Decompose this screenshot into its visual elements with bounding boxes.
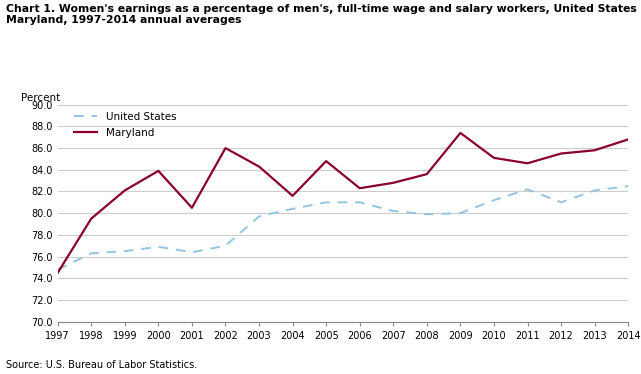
Maryland [524, 161, 531, 166]
United States [188, 250, 196, 254]
Maryland [121, 188, 129, 193]
Maryland [456, 131, 464, 135]
United States [222, 243, 229, 248]
Maryland [356, 186, 363, 190]
Maryland [54, 270, 62, 275]
Text: Chart 1. Women's earnings as a percentage of men's, full-time wage and salary wo: Chart 1. Women's earnings as a percentag… [6, 4, 641, 25]
Maryland [255, 164, 263, 169]
Maryland [624, 137, 632, 142]
United States [624, 184, 632, 188]
United States [288, 206, 296, 211]
Maryland [288, 194, 296, 198]
United States [322, 200, 330, 205]
Maryland [390, 181, 397, 185]
United States [456, 211, 464, 215]
United States [154, 245, 162, 249]
Text: Source: U.S. Bureau of Labor Statistics.: Source: U.S. Bureau of Labor Statistics. [6, 360, 197, 370]
Maryland [188, 205, 196, 210]
Text: Percent: Percent [21, 92, 60, 102]
Maryland [222, 146, 229, 150]
United States [557, 200, 565, 205]
United States [356, 200, 363, 205]
United States [524, 187, 531, 191]
United States [54, 267, 62, 272]
United States [591, 188, 599, 193]
Maryland [87, 216, 95, 221]
Maryland [423, 172, 431, 177]
United States [87, 251, 95, 255]
Legend: United States, Maryland: United States, Maryland [74, 112, 176, 138]
Maryland [591, 148, 599, 153]
Maryland [154, 169, 162, 173]
Maryland [490, 156, 498, 160]
United States [423, 212, 431, 217]
Line: United States: United States [58, 186, 628, 270]
United States [390, 209, 397, 213]
United States [255, 214, 263, 219]
Line: Maryland: Maryland [58, 133, 628, 273]
United States [121, 249, 129, 254]
United States [490, 198, 498, 202]
Maryland [557, 151, 565, 156]
Maryland [322, 159, 330, 163]
